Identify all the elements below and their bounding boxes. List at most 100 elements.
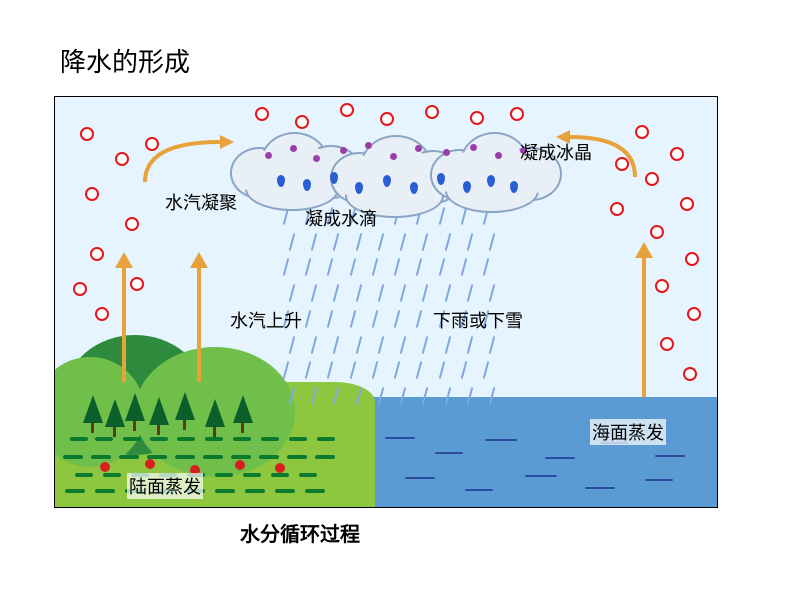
grass-mark — [299, 473, 317, 477]
wave-mark — [405, 477, 435, 479]
tree-icon — [149, 397, 169, 425]
wave-mark — [485, 439, 517, 441]
grass-mark — [205, 437, 223, 441]
grass-mark — [317, 437, 335, 441]
vapor-dot — [670, 147, 684, 161]
arrow-up-icon — [115, 252, 133, 382]
vapor-dot — [85, 187, 99, 201]
arrow-curve-icon — [140, 132, 235, 187]
vapor-dot — [510, 107, 524, 121]
vapor-dot — [470, 111, 484, 125]
ice-crystal-dot — [390, 153, 397, 160]
grass-mark — [95, 489, 115, 493]
ice-crystal-dot — [290, 145, 297, 152]
tree-icon — [233, 395, 253, 423]
grass-mark — [259, 455, 279, 459]
wave-mark — [385, 437, 415, 439]
wave-mark — [525, 475, 557, 477]
ice-crystal-dot — [313, 155, 320, 162]
grass-mark — [91, 455, 111, 459]
grass-mark — [63, 455, 83, 459]
grass-mark — [203, 455, 223, 459]
vapor-dot — [125, 217, 139, 231]
vapor-dot — [255, 107, 269, 121]
tree-icon — [83, 395, 103, 423]
ground-heat-dot — [275, 463, 285, 473]
ice-crystal-dot — [340, 147, 347, 154]
label-land_evaporation: 陆面蒸发 — [127, 473, 203, 499]
sea-region — [355, 397, 717, 507]
water-cycle-diagram: 水汽凝聚凝成水滴 凝成冰晶水汽上升 下雨或下雪海面蒸发陆面蒸发 — [54, 96, 718, 508]
grass-mark — [75, 473, 93, 477]
grass-mark — [287, 455, 307, 459]
vapor-dot — [90, 247, 104, 261]
vapor-dot — [380, 112, 394, 126]
grass-mark — [245, 489, 265, 493]
wave-mark — [645, 479, 673, 481]
vapor-dot — [683, 367, 697, 381]
diagram-caption: 水分循环过程 — [240, 518, 360, 547]
vapor-dot — [610, 202, 624, 216]
wave-mark — [585, 487, 615, 489]
vapor-dot — [340, 103, 354, 117]
grass-mark — [305, 489, 325, 493]
ice-crystal-dot — [415, 145, 422, 152]
vapor-dot — [295, 115, 309, 129]
label-rain_or_snow: 下雨或下雪 — [433, 307, 523, 333]
grass-mark — [103, 473, 121, 477]
ice-crystal-dot — [495, 152, 502, 159]
label-vapor_condense: 水汽凝聚 — [165, 189, 237, 215]
grass-mark — [231, 455, 251, 459]
tree-icon — [105, 399, 125, 427]
vapor-dot — [685, 252, 699, 266]
ice-crystal-dot — [265, 152, 272, 159]
vapor-dot — [650, 225, 664, 239]
vapor-dot — [95, 307, 109, 321]
ground-heat-dot — [100, 462, 110, 472]
arrow-up-icon — [635, 242, 653, 397]
wave-mark — [545, 457, 575, 459]
vapor-dot — [645, 172, 659, 186]
vapor-dot — [73, 282, 87, 296]
vapor-dot — [80, 127, 94, 141]
grass-mark — [233, 437, 251, 441]
vapor-dot — [680, 197, 694, 211]
wave-mark — [655, 455, 685, 457]
grass-mark — [95, 437, 113, 441]
vapor-dot — [687, 307, 701, 321]
ice-crystal-dot — [470, 144, 477, 151]
ice-crystal-dot — [443, 149, 450, 156]
ground-heat-dot — [145, 459, 155, 469]
ground-heat-dot — [235, 460, 245, 470]
vapor-dot — [115, 152, 129, 166]
grass-mark — [119, 455, 139, 459]
label-sea_evaporation: 海面蒸发 — [590, 419, 666, 445]
grass-mark — [271, 473, 289, 477]
grass-mark — [123, 437, 141, 441]
grass-mark — [150, 437, 168, 441]
vapor-dot — [425, 105, 439, 119]
grass-mark — [177, 437, 195, 441]
grass-mark — [243, 473, 261, 477]
wave-mark — [465, 489, 493, 491]
wave-mark — [435, 452, 463, 454]
label-vapor_rise: 水汽上升 — [230, 307, 302, 333]
vapor-dot — [660, 337, 674, 351]
label-water_drops: 凝成水滴 — [305, 205, 377, 231]
grass-mark — [261, 437, 279, 441]
label-ice_crystals: 凝成冰晶 — [520, 139, 592, 165]
grass-mark — [275, 489, 295, 493]
tree-icon — [205, 399, 225, 427]
vapor-dot — [655, 279, 669, 293]
grass-mark — [70, 437, 88, 441]
tree-icon — [125, 393, 145, 421]
arrow-up-icon — [190, 252, 208, 382]
grass-mark — [215, 489, 235, 493]
grass-mark — [175, 455, 195, 459]
grass-mark — [289, 437, 307, 441]
ice-crystal-dot — [365, 142, 372, 149]
grass-mark — [215, 473, 233, 477]
page-title: 降水的形成 — [60, 42, 190, 79]
tree-icon — [175, 392, 195, 420]
grass-mark — [65, 489, 85, 493]
